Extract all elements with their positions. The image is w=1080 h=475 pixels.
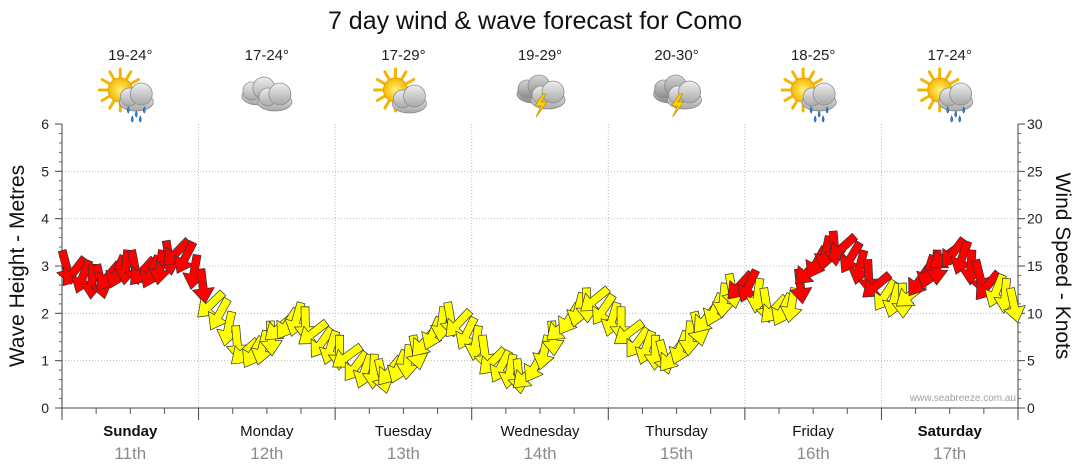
day-date: 13th	[387, 444, 420, 463]
left-tick-label: 4	[41, 211, 49, 227]
left-tick-label: 5	[41, 163, 49, 179]
day-name: Monday	[240, 423, 294, 440]
right-axis-title: Wind Speed - Knots	[1051, 173, 1074, 360]
wind-arrow	[192, 268, 215, 305]
wind-arrows	[56, 230, 1026, 395]
right-tick-label: 15	[1027, 258, 1043, 274]
sun-cloud-rain-icon	[97, 67, 154, 123]
day-temperature: 18-25°	[791, 47, 835, 64]
day-temperature: 19-29°	[518, 47, 562, 64]
storm-icon	[653, 74, 703, 118]
left-axis-title: Wave Height - Metres	[6, 165, 29, 367]
day-name: Saturday	[918, 423, 983, 440]
day-temperature: 17-24°	[928, 47, 972, 64]
day-temperature: 19-24°	[108, 47, 152, 64]
right-tick-label: 20	[1027, 211, 1043, 227]
day-date: 14th	[523, 444, 556, 463]
storm-icon	[516, 74, 566, 118]
day-name: Tuesday	[375, 423, 432, 440]
day-temperature: 20-30°	[654, 47, 698, 64]
day-name: Sunday	[103, 423, 158, 440]
right-tick-label: 10	[1027, 305, 1043, 321]
day-date: 11th	[114, 444, 146, 463]
day-name: Wednesday	[501, 423, 580, 440]
sun-cloud-rain-icon	[917, 67, 974, 123]
chart-title: 7 day wind & wave forecast for Como	[328, 7, 742, 35]
lightning-icon	[534, 93, 548, 118]
rain-icon	[126, 106, 146, 123]
day-name: Friday	[792, 423, 834, 440]
day-name: Thursday	[645, 423, 708, 440]
day-date: 16th	[797, 444, 830, 463]
rain-icon	[946, 106, 966, 123]
cloud-icon	[241, 76, 293, 112]
day-date: 12th	[250, 444, 283, 463]
lightning-icon	[670, 93, 685, 118]
watermark: www.seabreeze.com.au	[909, 393, 1016, 404]
rain-icon	[809, 106, 829, 123]
day-date: 15th	[660, 444, 693, 463]
right-tick-label: 5	[1027, 353, 1035, 369]
left-tick-label: 3	[41, 258, 49, 274]
right-tick-label: 30	[1027, 116, 1043, 132]
left-tick-label: 0	[41, 400, 49, 416]
weather-row: 19-24° 17-24° 17-29° 19-29° 20-30° 18-25° 17-2…	[97, 47, 974, 123]
day-date: 17th	[933, 444, 966, 463]
right-tick-label: 0	[1027, 400, 1035, 416]
day-temperature: 17-24°	[245, 47, 289, 64]
day-temperature: 17-29°	[381, 47, 425, 64]
left-tick-label: 6	[41, 116, 49, 132]
wind-arrow	[1003, 287, 1026, 323]
left-tick-label: 1	[41, 353, 49, 369]
right-tick-label: 25	[1027, 163, 1043, 179]
axis-ticks: 0 1 2 3 4 5 6 0 5 10 15 20 25 30	[41, 116, 1043, 420]
left-tick-label: 2	[41, 305, 49, 321]
day-labels: Sunday 11th Monday 12th Tuesday 13th Wednesday…	[103, 423, 982, 463]
sun-cloud-icon	[372, 67, 427, 114]
sun-cloud-rain-icon	[780, 67, 837, 123]
